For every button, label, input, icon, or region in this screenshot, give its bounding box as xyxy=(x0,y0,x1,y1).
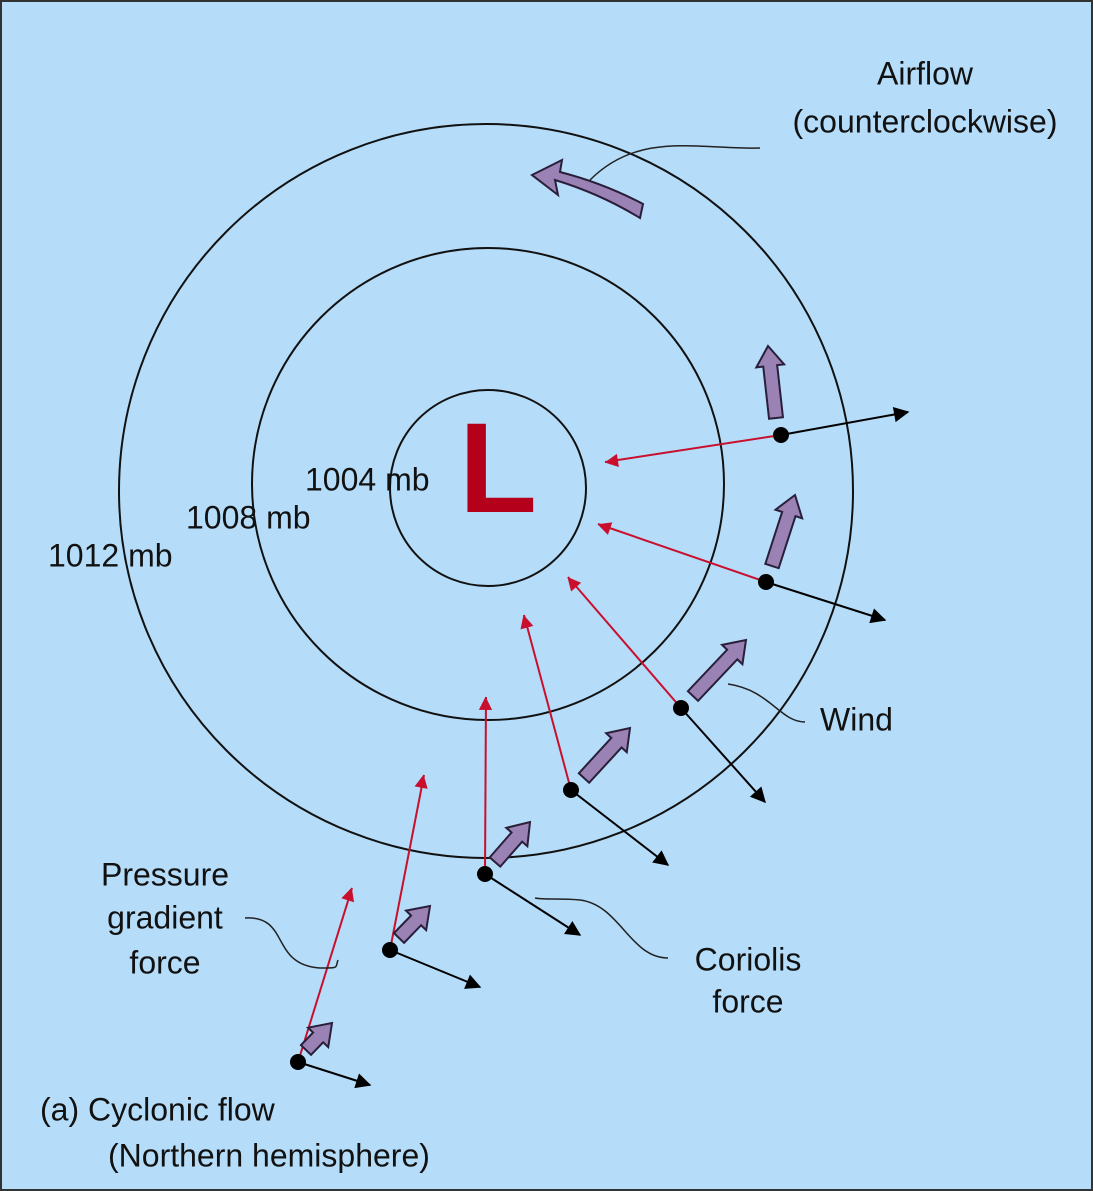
air-parcel xyxy=(773,427,789,443)
leader-line xyxy=(589,144,761,181)
air-parcel xyxy=(290,1054,306,1070)
coriolis-label: Coriolis xyxy=(695,941,802,977)
leader-line xyxy=(534,897,669,959)
caption: (a) Cyclonic flow xyxy=(40,1091,276,1127)
pressure-gradient-arrow xyxy=(604,434,782,468)
isobar-label: 1004 mb xyxy=(305,461,430,497)
air-parcel xyxy=(477,866,493,882)
coriolis-label: force xyxy=(712,983,783,1019)
wind-arrow xyxy=(754,344,787,420)
pressure-gradient-arrow xyxy=(567,576,682,709)
pressure-gradient-label: gradient xyxy=(107,899,223,935)
airflow-arrow xyxy=(530,158,645,220)
wind-arrow xyxy=(764,493,804,570)
wind-arrow xyxy=(299,1021,334,1057)
pressure-gradient-arrow xyxy=(389,774,428,951)
airflow-label: (counterclockwise) xyxy=(793,103,1058,139)
air-parcel xyxy=(758,574,774,590)
air-parcel xyxy=(673,700,689,716)
wind-arrow xyxy=(686,638,748,703)
low-pressure-symbol: L xyxy=(459,397,537,540)
coriolis-arrow xyxy=(570,789,670,866)
pressure-gradient-arrow xyxy=(597,522,767,583)
pressure-gradient-arrow xyxy=(520,614,572,791)
leader-line xyxy=(244,917,339,969)
coriolis-arrow xyxy=(484,873,582,936)
air-parcel xyxy=(563,782,579,798)
pressure-gradient-arrow xyxy=(297,887,355,1063)
airflow-label: Airflow xyxy=(877,55,974,91)
caption: (Northern hemisphere) xyxy=(108,1137,430,1173)
isobar xyxy=(389,389,587,587)
coriolis-arrow xyxy=(765,581,887,624)
wind-arrow xyxy=(488,820,532,869)
pressure-gradient-label: Pressure xyxy=(101,856,229,892)
wind-arrow xyxy=(577,726,632,785)
isobar-label: 1012 mb xyxy=(48,537,173,573)
pressure-gradient-label: force xyxy=(129,944,200,980)
pressure-gradient-arrow xyxy=(478,696,493,875)
coriolis-arrow xyxy=(780,406,910,436)
coriolis-arrow xyxy=(389,949,482,989)
isobar xyxy=(251,247,725,721)
leader-line xyxy=(727,683,806,723)
coriolis-arrow xyxy=(297,1061,372,1089)
isobar-label: 1008 mb xyxy=(186,499,311,535)
wind-label: Wind xyxy=(820,701,893,737)
wind-arrow xyxy=(392,904,432,945)
coriolis-arrow xyxy=(680,707,766,804)
air-parcel xyxy=(382,942,398,958)
